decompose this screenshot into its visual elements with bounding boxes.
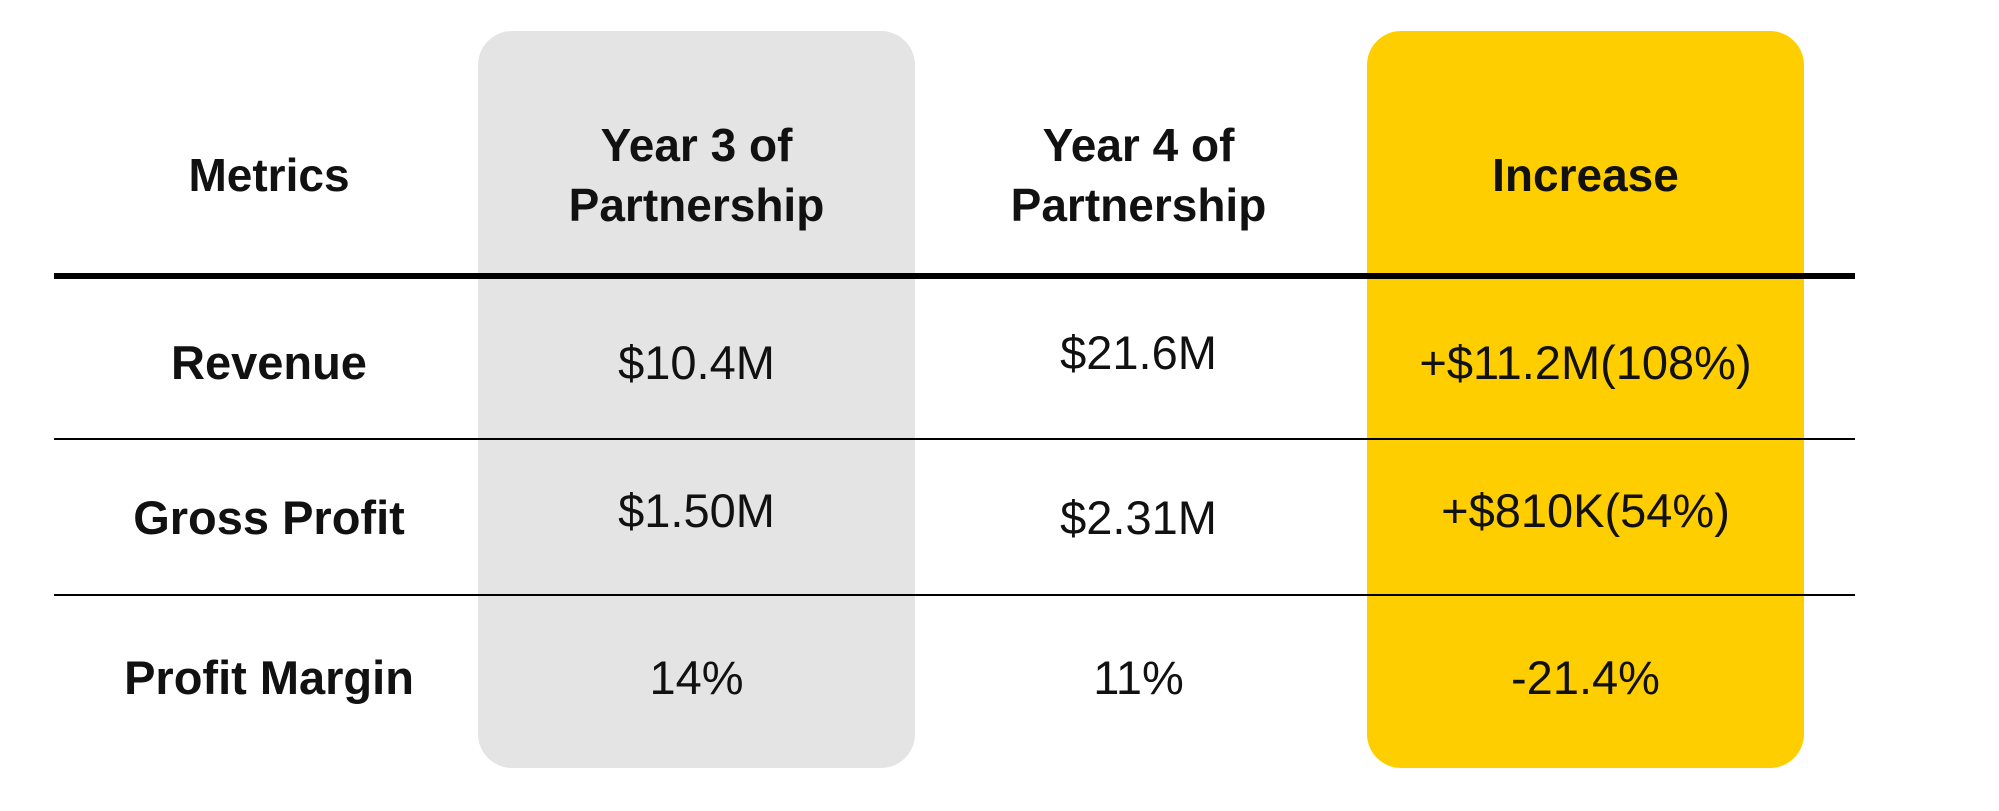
header-increase: Increase — [1492, 149, 1679, 201]
header-year3: Year 3 of Partnership — [478, 80, 915, 270]
row-revenue-metric: Revenue — [171, 336, 367, 389]
row-profit-margin-year3: 14% — [649, 650, 744, 704]
row-gross-profit-increase: +$810K(54%) — [1441, 484, 1730, 537]
header-year4: Year 4 of Partnership — [920, 80, 1357, 270]
header-metrics: Metrics — [188, 149, 350, 201]
header-divider — [54, 273, 1855, 279]
row-gross-profit-metric: Gross Profit — [133, 491, 405, 544]
row-divider — [54, 438, 1855, 440]
row-revenue-increase: +$11.2M(108%) — [1419, 336, 1752, 389]
header-year4-label: Year 4 of Partnership — [1010, 119, 1267, 231]
row-gross-profit-year3: $1.50M — [618, 484, 775, 537]
row-profit-margin-metric: Profit Margin — [124, 650, 414, 704]
row-profit-margin-year4: 11% — [1093, 650, 1184, 704]
row-divider — [54, 594, 1855, 596]
row-gross-profit-year4: $2.31M — [1060, 491, 1217, 544]
row-profit-margin-increase: -21.4% — [1511, 650, 1660, 704]
year3-column-highlight — [478, 31, 915, 768]
header-year3-label: Year 3 of Partnership — [568, 119, 825, 231]
row-revenue-year3: $10.4M — [618, 336, 775, 389]
increase-column-highlight — [1367, 31, 1804, 768]
row-revenue-year4: $21.6M — [1060, 326, 1217, 379]
